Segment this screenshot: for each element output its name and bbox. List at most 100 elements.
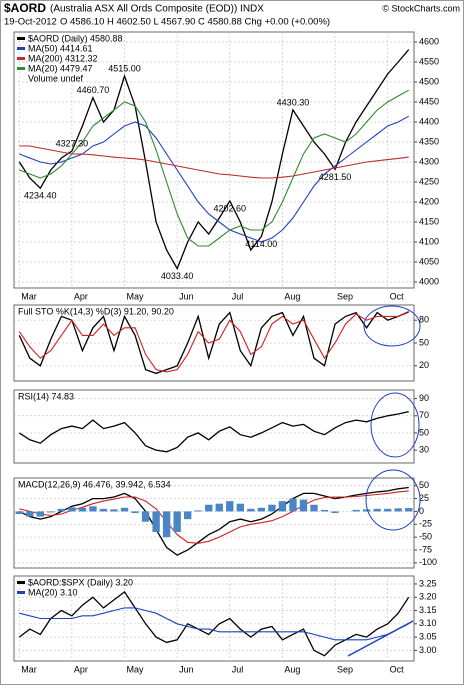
y-tick-label: 3.25 (419, 578, 437, 588)
annotation: 4430.30 (277, 97, 310, 107)
x-tick-label: Oct (390, 291, 405, 301)
panel-title: Full STO %K(14,3) %D(3) 91.20, 90.20 (18, 306, 174, 316)
histogram-bar (226, 501, 234, 512)
panel-title: MACD(12,26,9) 46.476, 39.942, 6.534 (18, 479, 171, 489)
y-tick-label: -100 (419, 557, 437, 567)
series-line (19, 89, 409, 247)
y-tick-label: 4250 (419, 176, 439, 186)
panel-frame (13, 575, 415, 662)
panel-frame (13, 477, 415, 569)
histogram-bar (362, 509, 371, 512)
y-tick-label: 0 (419, 506, 424, 516)
series-line (18, 311, 409, 373)
x-tick-label: Aug (284, 291, 300, 301)
symbol: $AORD (4, 1, 46, 15)
annotation: 4460.70 (77, 85, 110, 95)
y-tick-label: 4450 (419, 96, 439, 106)
y-tick-label: 4000 (419, 276, 439, 286)
y-tick-label: -50 (419, 532, 432, 542)
annotation: 4202.60 (214, 203, 247, 213)
legend-swatch (17, 67, 25, 70)
y-tick-label: 3.10 (419, 618, 437, 628)
annotation: 4327.30 (56, 138, 89, 148)
y-tick-label: 3.15 (419, 605, 437, 615)
histogram-bar (110, 509, 118, 512)
y-tick-label: 25 (419, 493, 429, 503)
histogram-bar (194, 510, 202, 512)
y-tick-label: -75 (419, 544, 432, 554)
histogram-bar (173, 511, 181, 532)
legend-swatch (17, 37, 25, 40)
histogram-bar (331, 511, 339, 513)
highlight-circle (363, 305, 421, 347)
annotation: 4114.00 (245, 239, 277, 249)
histogram-bar (152, 511, 160, 532)
histogram-bar (299, 499, 308, 512)
y-tick-label: 4400 (419, 116, 439, 126)
y-tick-label: 3.00 (419, 645, 437, 655)
x-tick-label: Sep (337, 664, 353, 674)
y-tick-label: 4200 (419, 196, 439, 206)
histogram-bar (405, 508, 413, 512)
series-line (18, 410, 409, 453)
x-tick-label: May (127, 291, 145, 301)
x-tick-label: Apr (74, 664, 88, 674)
histogram-bar (131, 511, 139, 513)
histogram-bar (289, 498, 297, 512)
legend-entry: $AORD (Daily) 4580.88 (28, 33, 123, 43)
histogram-bar (394, 508, 402, 512)
histogram-bar (184, 511, 192, 520)
x-tick-label: Jun (179, 291, 194, 301)
panel-title: RSI(14) 74.83 (18, 391, 74, 401)
histogram-bar (47, 511, 55, 513)
highlight-circle (365, 469, 421, 531)
legend-entry: MA(20) 3.10 (28, 587, 78, 597)
histogram-bar (99, 508, 108, 512)
y-tick-label: 3.20 (419, 592, 437, 602)
legend-swatch (17, 57, 25, 60)
legend-note: Volume undef (28, 73, 84, 83)
histogram-bar (320, 509, 329, 512)
x-tick-label: Sep (337, 291, 353, 301)
y-tick-label: 50 (419, 337, 429, 347)
highlight-circle (370, 392, 420, 458)
x-tick-label: May (127, 664, 145, 674)
legend-entry: MA(200) 4312.32 (28, 53, 98, 63)
y-tick-label: 4100 (419, 236, 439, 246)
series-line (19, 115, 409, 243)
credit: © StockCharts.com (382, 3, 460, 13)
y-tick-label: 4350 (419, 136, 439, 146)
histogram-bar (162, 511, 171, 538)
x-tick-label: Jun (179, 664, 194, 674)
panel-frame (13, 31, 415, 289)
series-line (19, 490, 409, 544)
series-line (19, 607, 409, 641)
x-tick-label: Mar (21, 291, 37, 301)
annotation: 4033.40 (161, 271, 194, 281)
y-tick-label: 3.05 (419, 631, 437, 641)
histogram-bar (36, 511, 44, 517)
y-tick-label: 80 (419, 315, 429, 325)
histogram-bar (89, 506, 97, 512)
histogram-bar (215, 503, 223, 512)
legend-entry: MA(20) 4479.47 (28, 63, 93, 73)
histogram-bar (57, 508, 66, 512)
y-tick-label: 70 (419, 410, 429, 420)
trend-line (347, 620, 414, 657)
annotation: 4234.40 (24, 191, 57, 201)
histogram-bar (257, 507, 266, 512)
y-tick-label: 4600 (419, 36, 439, 46)
legend-swatch (17, 47, 25, 50)
histogram-bar (278, 501, 287, 512)
legend-swatch (17, 591, 25, 594)
y-tick-label: 50 (419, 427, 429, 437)
y-tick-label: 4050 (419, 256, 439, 266)
y-tick-label: -25 (419, 519, 432, 529)
x-tick-label: Jul (232, 664, 244, 674)
x-tick-label: Aug (284, 664, 300, 674)
histogram-bar (78, 507, 87, 512)
histogram-bar (247, 508, 255, 512)
histogram-bar (310, 504, 318, 512)
